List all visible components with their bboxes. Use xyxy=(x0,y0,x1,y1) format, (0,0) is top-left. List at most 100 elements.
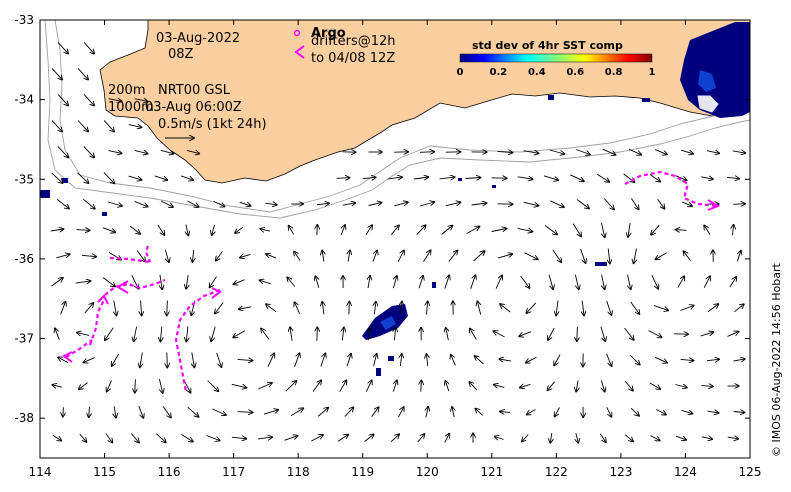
current-arrow xyxy=(417,434,425,443)
current-arrow xyxy=(732,151,746,153)
current-arrow xyxy=(239,201,251,206)
current-arrow xyxy=(207,380,219,392)
current-arrow xyxy=(216,352,222,367)
current-arrow xyxy=(260,280,271,285)
current-arrow xyxy=(372,250,377,262)
current-arrow xyxy=(526,356,537,362)
current-arrow xyxy=(627,274,631,290)
current-arrow xyxy=(160,274,162,290)
current-arrow xyxy=(51,120,62,132)
current-arrow xyxy=(390,434,399,443)
current-arrow xyxy=(77,172,89,183)
drifter-arrow-icon xyxy=(294,45,305,59)
current-arrow xyxy=(523,201,539,205)
current-arrow xyxy=(733,225,734,236)
current-arrow xyxy=(419,202,434,207)
current-arrow xyxy=(550,433,552,443)
current-arrow xyxy=(676,230,687,231)
current-arrow xyxy=(656,252,667,260)
current-arrow xyxy=(700,332,714,337)
current-arrow xyxy=(680,306,693,311)
current-arrow xyxy=(311,435,323,442)
current-arrow xyxy=(234,279,245,285)
current-arrow xyxy=(427,354,428,367)
current-arrow xyxy=(466,227,480,234)
current-arrow xyxy=(368,203,382,206)
current-arrow xyxy=(368,276,370,289)
current-arrow xyxy=(520,275,530,288)
current-arrow xyxy=(340,225,345,236)
current-arrow xyxy=(186,150,199,153)
current-arrow xyxy=(294,302,301,314)
current-arrow xyxy=(727,332,739,337)
current-arrow xyxy=(105,327,114,340)
current-arrow xyxy=(477,301,482,315)
time-label: 08Z xyxy=(168,47,194,62)
current-arrow xyxy=(707,304,719,313)
current-arrow xyxy=(548,274,553,289)
current-arrow xyxy=(398,407,404,418)
current-arrow xyxy=(684,251,691,261)
map-annotations: 03-Aug-2022 08Z 200m NRT00 GSL 1000m 03-… xyxy=(108,31,267,138)
current-arrow xyxy=(630,354,639,364)
current-arrow xyxy=(322,251,324,262)
current-arrow xyxy=(77,120,88,132)
current-arrow xyxy=(261,329,270,340)
current-arrow xyxy=(237,359,253,360)
current-arrow xyxy=(186,326,188,342)
current-arrow xyxy=(337,435,348,442)
current-arrow xyxy=(465,178,481,179)
x-tick-label: 121 xyxy=(480,465,503,479)
current-arrow xyxy=(473,251,485,262)
current-arrow xyxy=(494,385,505,388)
drifters-to-label: to 04/08 12Z xyxy=(311,51,395,66)
current-arrow xyxy=(445,202,461,207)
x-tick-label: 125 xyxy=(739,465,762,479)
current-arrow xyxy=(83,42,94,53)
colorbar-tick-label: 0.6 xyxy=(566,67,584,78)
current-arrow xyxy=(260,229,271,231)
current-arrow xyxy=(706,151,719,154)
current-arrow xyxy=(284,436,298,441)
current-arrow xyxy=(606,353,612,366)
current-arrow xyxy=(231,383,247,387)
current-arrow xyxy=(167,352,168,368)
current-arrow xyxy=(706,359,719,360)
current-arrow xyxy=(600,222,604,238)
colorbar-tick-label: 1 xyxy=(649,67,656,78)
current-arrow xyxy=(84,357,95,363)
colorbar-title: std dev of 4hr SST comp xyxy=(472,39,623,52)
current-arrow xyxy=(475,356,484,365)
current-arrow xyxy=(342,203,356,205)
current-arrow xyxy=(187,200,199,207)
current-arrow xyxy=(348,250,350,262)
current-arrow xyxy=(471,203,487,205)
current-arrow xyxy=(469,382,478,391)
current-arrow xyxy=(258,383,272,390)
colorbar-tick-label: 0.8 xyxy=(605,67,623,78)
current-arrow xyxy=(677,276,685,288)
current-arrow xyxy=(129,225,140,234)
current-arrow xyxy=(83,198,95,209)
current-arrow xyxy=(517,177,533,179)
current-arrow xyxy=(212,224,215,235)
current-arrow xyxy=(134,150,148,153)
current-arrow xyxy=(577,326,578,341)
current-arrow xyxy=(51,172,63,183)
x-tick-label: 116 xyxy=(158,465,181,479)
current-arrow xyxy=(317,408,328,417)
current-arrow xyxy=(216,251,223,260)
current-arrow xyxy=(210,276,217,288)
current-arrow xyxy=(158,378,162,393)
current-arrow xyxy=(733,359,744,361)
current-arrow xyxy=(77,68,88,79)
current-arrow xyxy=(130,433,139,443)
current-arrow xyxy=(675,175,687,181)
current-arrow xyxy=(294,353,300,367)
current-arrow xyxy=(107,201,122,206)
current-arrow xyxy=(167,300,168,316)
current-arrow xyxy=(192,249,193,262)
current-vectors xyxy=(50,42,746,443)
current-arrow xyxy=(346,354,351,367)
current-arrow xyxy=(235,226,244,233)
